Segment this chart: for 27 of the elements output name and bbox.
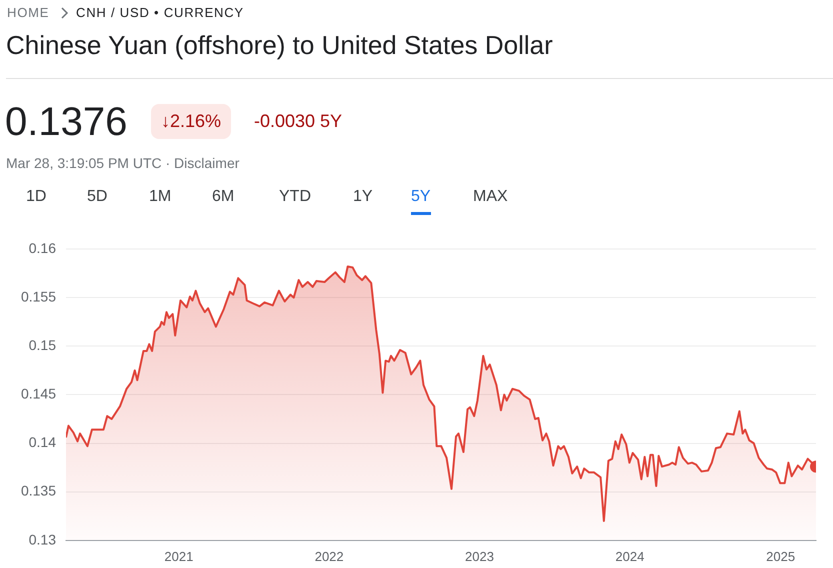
- x-tick-label: 2021: [164, 548, 194, 564]
- x-tick-label: 2024: [615, 548, 644, 564]
- text: 1Y: [353, 188, 373, 207]
- y-tick-label: 0.13: [28, 531, 56, 548]
- y-tick-label: 0.16: [28, 240, 56, 256]
- chart-title: Chinese Yuan (offshore) to United States Dollar: [6, 30, 553, 61]
- text: 1M: [149, 188, 172, 207]
- text: 5Y: [411, 188, 431, 215]
- y-tick-label: 0.135: [20, 482, 56, 499]
- x-tick-label: 2022: [314, 548, 344, 564]
- x-tick-label: 2025: [766, 548, 796, 564]
- text: 0.1376: [5, 100, 128, 145]
- text: -0.0030 5Y: [254, 111, 342, 132]
- text: YTD: [279, 188, 311, 207]
- text: Mar 28, 3:19:05 PM UTC · Disclaimer: [6, 155, 240, 171]
- text: HOME: [7, 5, 50, 20]
- text: CNH / USD • CURRENCY: [76, 5, 244, 20]
- text: MAX: [473, 188, 508, 207]
- text: 1D: [26, 188, 46, 207]
- y-tick-label: 0.15: [28, 336, 56, 353]
- text: ↓2.16%: [151, 104, 232, 139]
- y-tick-label: 0.155: [20, 288, 56, 304]
- text: 5D: [87, 188, 108, 207]
- y-tick-label: 0.145: [20, 386, 56, 402]
- text: 6M: [212, 188, 234, 207]
- x-tick-label: 2023: [465, 548, 494, 564]
- y-tick-label: 0.14: [28, 434, 56, 450]
